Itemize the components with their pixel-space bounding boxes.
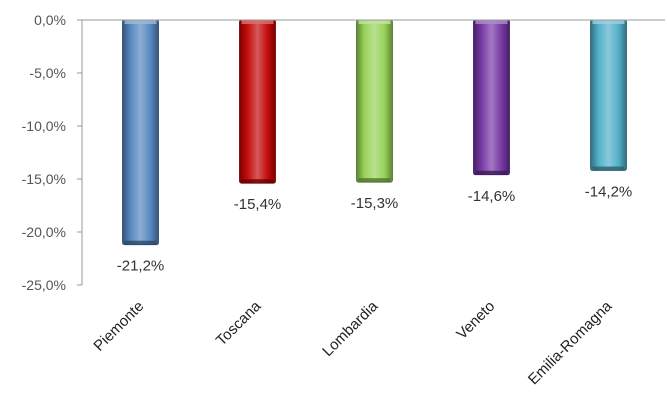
y-tick-label: -5,0% — [29, 65, 66, 81]
bar-top-bevel — [241, 20, 274, 24]
y-tick-label: -20,0% — [22, 224, 66, 240]
bar-bottom-bevel — [592, 166, 625, 171]
bar-body — [473, 19, 510, 176]
y-tick-label: 0,0% — [34, 12, 66, 28]
bar-top-bevel — [124, 20, 157, 24]
bar-body — [590, 19, 627, 171]
data-label-veneto: -14,6% — [468, 188, 516, 205]
bar-bottom-bevel — [475, 170, 508, 175]
bar-toscana — [239, 19, 276, 184]
y-tick-label: -15,0% — [22, 171, 66, 187]
data-label-lombardia: -15,3% — [351, 195, 399, 212]
bar-top-bevel — [592, 20, 625, 24]
category-label-emilia-romagna: Emilia-Romagna — [525, 297, 616, 388]
bar-top-bevel — [475, 20, 508, 24]
y-tick-label: -25,0% — [22, 277, 66, 293]
bar-bottom-bevel — [241, 179, 274, 184]
bar-body — [356, 19, 393, 183]
bar-bottom-bevel — [124, 240, 157, 245]
data-label-emilia-romagna: -14,2% — [585, 184, 633, 201]
bar-emilia-romagna — [590, 19, 627, 171]
bar-body — [122, 19, 159, 246]
category-label-piemonte: Piemonte — [90, 298, 147, 355]
bar-piemonte — [122, 19, 159, 246]
data-label-toscana: -15,4% — [234, 196, 282, 213]
y-axis: 0,0% -5,0% -10,0% -15,0% -20,0% -25,0% — [22, 12, 83, 293]
bar-veneto — [473, 19, 510, 176]
bar-body — [239, 19, 276, 184]
bars — [122, 19, 627, 246]
bar-top-bevel — [358, 20, 391, 24]
data-label-piemonte: -21,2% — [117, 258, 165, 275]
data-labels: -21,2% -15,4% -15,3% -14,6% -14,2% — [117, 184, 633, 275]
category-label-lombardia: Lombardia — [319, 297, 382, 360]
category-label-toscana: Toscana — [213, 297, 265, 349]
category-label-veneto: Veneto — [453, 298, 498, 343]
bar-lombardia — [356, 19, 393, 183]
y-tick-label: -10,0% — [22, 118, 66, 134]
bar-bottom-bevel — [358, 178, 391, 183]
